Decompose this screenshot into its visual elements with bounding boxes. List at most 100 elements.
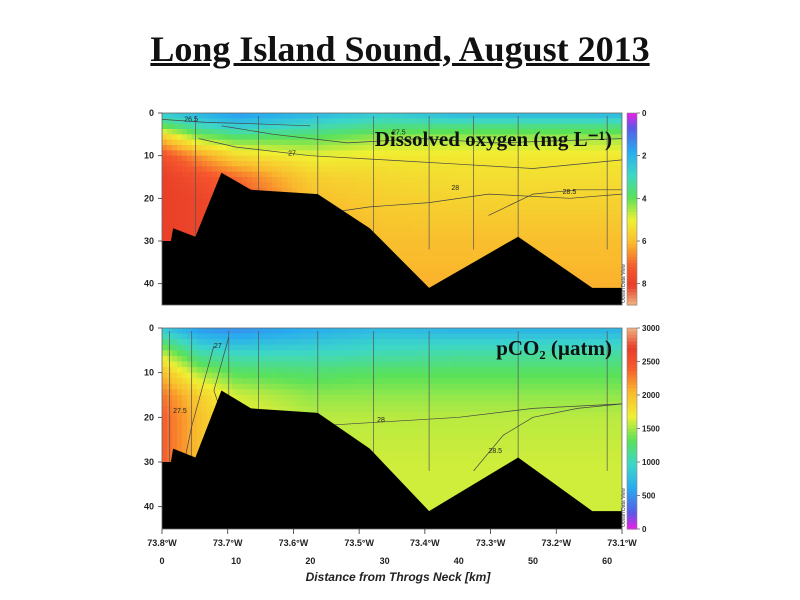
heatmap-cell bbox=[237, 395, 243, 402]
colorbar-segment bbox=[627, 177, 637, 181]
heatmap-cell bbox=[177, 166, 183, 173]
heatmap-cell bbox=[442, 166, 448, 173]
heatmap-cell bbox=[222, 339, 228, 346]
heatmap-cell bbox=[402, 171, 408, 178]
heatmap-cell bbox=[162, 219, 168, 226]
heatmap-cell bbox=[477, 209, 483, 215]
heatmap-cell bbox=[517, 123, 523, 130]
heatmap-cell bbox=[302, 395, 308, 402]
heatmap-cell bbox=[477, 129, 483, 135]
heatmap-cell bbox=[527, 113, 533, 119]
heatmap-cell bbox=[447, 155, 453, 162]
heatmap-cell bbox=[442, 230, 448, 237]
heatmap-cell bbox=[172, 400, 178, 407]
heatmap-cell bbox=[297, 344, 303, 351]
heatmap-cell bbox=[412, 145, 418, 151]
heatmap-cell bbox=[247, 361, 253, 368]
heatmap-cell bbox=[352, 155, 358, 162]
heatmap-cell bbox=[327, 150, 333, 157]
heatmap-cell bbox=[342, 367, 348, 374]
heatmap-cell bbox=[432, 267, 438, 274]
heatmap-cell bbox=[467, 134, 473, 141]
heatmap-cell bbox=[182, 166, 188, 173]
heatmap-cell bbox=[542, 177, 548, 183]
heatmap-cell bbox=[227, 378, 233, 385]
heatmap-cell bbox=[382, 166, 388, 173]
heatmap-cell bbox=[177, 193, 183, 199]
heatmap-cell bbox=[317, 129, 323, 135]
heatmap-cell bbox=[572, 203, 578, 210]
heatmap-cell bbox=[257, 333, 263, 340]
heatmap-cell bbox=[387, 241, 393, 247]
heatmap-cell bbox=[437, 129, 443, 135]
heatmap-cell bbox=[577, 198, 583, 205]
heatmap-cell bbox=[387, 203, 393, 210]
heatmap-cell bbox=[607, 225, 613, 231]
heatmap-cell bbox=[437, 193, 443, 199]
heatmap-cell bbox=[332, 361, 338, 368]
heatmap-cell bbox=[552, 219, 558, 226]
heatmap-cell bbox=[202, 383, 208, 391]
heatmap-cell bbox=[282, 177, 288, 183]
heatmap-cell bbox=[247, 171, 253, 178]
heatmap-cell bbox=[237, 333, 243, 340]
heatmap-cell bbox=[237, 339, 243, 346]
heatmap-cell bbox=[247, 344, 253, 351]
heatmap-cell bbox=[297, 389, 303, 396]
heatmap-cell bbox=[237, 344, 243, 351]
heatmap-cell bbox=[247, 400, 253, 407]
heatmap-cell bbox=[347, 182, 353, 189]
heatmap-cell bbox=[167, 434, 173, 441]
heatmap-cell bbox=[297, 155, 303, 162]
heatmap-cell bbox=[292, 155, 298, 162]
heatmap-cell bbox=[362, 139, 368, 146]
heatmap-cell bbox=[372, 113, 378, 119]
heatmap-cell bbox=[422, 150, 428, 157]
heatmap-cell bbox=[202, 350, 208, 357]
heatmap-cell bbox=[392, 139, 398, 146]
heatmap-cell bbox=[172, 344, 178, 351]
heatmap-cell bbox=[182, 134, 188, 141]
heatmap-cell bbox=[327, 123, 333, 130]
heatmap-cell bbox=[242, 182, 248, 189]
heatmap-cell bbox=[612, 177, 618, 183]
heatmap-cell bbox=[307, 161, 313, 167]
heatmap-cell bbox=[277, 328, 283, 335]
heatmap-cell bbox=[602, 241, 608, 247]
heatmap-cell bbox=[412, 225, 418, 231]
heatmap-cell bbox=[422, 139, 428, 146]
heatmap-cell bbox=[407, 182, 413, 189]
heatmap-cell bbox=[587, 177, 593, 183]
heatmap-cell bbox=[267, 400, 273, 407]
heatmap-cell bbox=[167, 417, 173, 424]
heatmap-cell bbox=[167, 378, 173, 385]
heatmap-cell bbox=[192, 378, 198, 385]
odv-watermark: Ocean Data View bbox=[621, 264, 627, 303]
heatmap-cell bbox=[417, 257, 423, 263]
heatmap-cell bbox=[502, 129, 508, 135]
heatmap-cell bbox=[352, 203, 358, 210]
heatmap-cell bbox=[507, 134, 513, 141]
heatmap-cell bbox=[377, 355, 383, 363]
heatmap-cell bbox=[197, 139, 203, 146]
heatmap-cell bbox=[322, 177, 328, 183]
heatmap-cell bbox=[182, 171, 188, 178]
heatmap-cell bbox=[452, 219, 458, 226]
heatmap-cell bbox=[192, 361, 198, 368]
colorbar-segment bbox=[627, 119, 637, 124]
heatmap-cell bbox=[462, 123, 468, 130]
heatmap-cell bbox=[452, 209, 458, 215]
heatmap-cell bbox=[542, 171, 548, 178]
heatmap-cell bbox=[417, 262, 423, 269]
heatmap-cell bbox=[532, 219, 538, 226]
heatmap-cell bbox=[527, 214, 533, 221]
heatmap-cell bbox=[542, 225, 548, 231]
heatmap-cell bbox=[577, 134, 583, 141]
heatmap-cell bbox=[327, 171, 333, 178]
heatmap-cell bbox=[307, 139, 313, 146]
heatmap-cell bbox=[267, 355, 273, 363]
heatmap-cell bbox=[557, 257, 563, 263]
heatmap-cell bbox=[412, 161, 418, 167]
heatmap-cell bbox=[177, 123, 183, 130]
heatmap-cell bbox=[267, 389, 273, 396]
